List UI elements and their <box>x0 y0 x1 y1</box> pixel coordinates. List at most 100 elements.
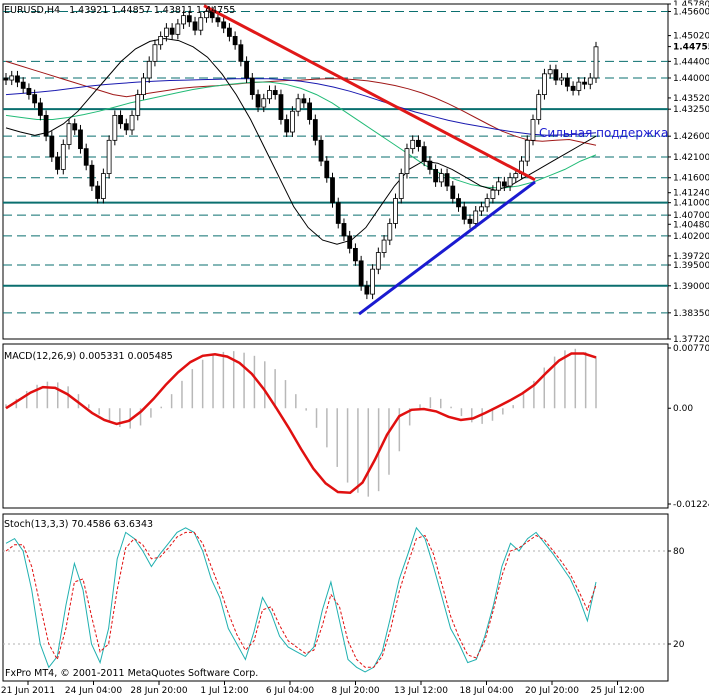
time-tick-8: 20 Jul 20:00 <box>525 686 579 696</box>
time-tick-7: 18 Jul 04:00 <box>460 686 514 696</box>
price-tick-6: 1.43520 <box>673 94 709 104</box>
price-tick-2: 1.45020 <box>673 32 709 42</box>
candle-39 <box>226 23 232 42</box>
candle-42 <box>244 56 249 83</box>
candle-1 <box>9 70 15 86</box>
candle-54 <box>312 114 318 146</box>
candle-97 <box>559 72 565 86</box>
candle-74 <box>427 156 433 175</box>
candle-70 <box>404 143 410 179</box>
candle-46 <box>267 85 272 104</box>
candle-103 <box>593 41 599 83</box>
candle-55 <box>318 135 324 167</box>
time-tick-1: 24 Jun 04:00 <box>65 686 122 696</box>
candle-11 <box>66 118 72 150</box>
candle-5 <box>32 89 38 108</box>
candle-102 <box>587 72 593 90</box>
candle-76 <box>438 168 444 187</box>
price-tick-16: 1.39720 <box>673 252 709 262</box>
candle-58 <box>335 197 341 229</box>
price-tick-bg-7 <box>670 103 708 116</box>
candle-49 <box>284 114 290 138</box>
candle-57 <box>330 172 335 208</box>
candle-41 <box>238 39 244 67</box>
candle-64 <box>370 264 376 300</box>
candle-45 <box>261 93 267 113</box>
price-tick-8: 1.42600 <box>673 132 709 142</box>
candle-10 <box>60 139 66 175</box>
price-tick-bg-8 <box>670 130 708 143</box>
candle-86 <box>496 176 502 196</box>
candle-28 <box>163 23 169 42</box>
candle-68 <box>393 193 398 229</box>
macd-tick-0: 0.00770 <box>673 344 709 354</box>
candle-73 <box>421 141 427 167</box>
candle-30 <box>175 18 181 40</box>
price-tick-bg-15 <box>670 229 708 242</box>
copyright-text: FxPro MT4, © 2001-2011 MetaQuotes Softwa… <box>5 668 258 679</box>
price-tick-bg-17 <box>670 259 708 272</box>
candle-71 <box>410 135 416 154</box>
stoch-tick-1: 20 <box>673 640 685 650</box>
candle-24 <box>141 72 146 100</box>
macd-pane-frame <box>2 343 669 509</box>
candle-9 <box>55 151 60 175</box>
candle-43 <box>249 72 255 100</box>
candle-47 <box>272 85 278 100</box>
price-tick-4: 1.44400 <box>673 57 709 67</box>
candle-83 <box>479 201 484 216</box>
price-tick-bg-9 <box>670 150 708 163</box>
candle-13 <box>78 124 83 154</box>
candle-0 <box>3 72 9 86</box>
candle-67 <box>387 218 393 246</box>
candle-77 <box>444 168 450 192</box>
candle-65 <box>375 247 381 275</box>
candle-93 <box>536 89 542 125</box>
price-tick-bg-10 <box>670 171 708 184</box>
candle-35 <box>204 6 209 23</box>
price-tick-5: 1.44000 <box>673 74 709 84</box>
candle-34 <box>198 12 204 36</box>
price-tick-14: 1.40480 <box>673 220 709 230</box>
stoch-tick-0: 80 <box>673 547 685 557</box>
price-tick-3: 1.44755 <box>673 43 709 53</box>
candle-66 <box>381 235 387 258</box>
candle-61 <box>353 243 358 266</box>
candle-98 <box>564 72 570 92</box>
candle-51 <box>295 93 301 117</box>
candle-88 <box>507 172 513 192</box>
price-tick-bg-12 <box>670 196 708 209</box>
price-tick-12: 1.41000 <box>673 199 709 209</box>
candle-22 <box>129 110 135 135</box>
time-tick-6: 13 Jul 12:00 <box>394 686 448 696</box>
candle-52 <box>301 93 307 108</box>
ma-red-line <box>5 60 597 146</box>
candle-79 <box>456 193 461 212</box>
price-tick-7: 1.43250 <box>673 105 709 115</box>
candle-84 <box>484 193 490 212</box>
candle-63 <box>364 280 370 300</box>
candle-40 <box>232 31 238 50</box>
macd-tick-2: -0.01224 <box>673 500 709 510</box>
candle-91 <box>524 135 530 167</box>
candle-32 <box>186 10 192 27</box>
support-annotation: Сильная поддержка <box>539 126 668 140</box>
time-tick-5: 8 Jul 20:00 <box>331 686 380 696</box>
candle-85 <box>490 185 496 204</box>
candle-101 <box>582 77 587 90</box>
price-tick-bg-1 <box>670 5 708 18</box>
candle-48 <box>278 89 284 125</box>
time-tick-2: 28 Jun 20:00 <box>130 686 187 696</box>
candle-17 <box>100 168 106 204</box>
price-tick-bg-18 <box>670 279 708 292</box>
price-tick-15: 1.40200 <box>673 232 709 242</box>
stoch-pane-frame <box>2 513 669 682</box>
price-tick-19: 1.38350 <box>673 309 709 319</box>
candle-29 <box>169 23 175 40</box>
candle-99 <box>570 81 576 96</box>
time-tick-9: 25 Jul 12:00 <box>591 686 645 696</box>
macd-header: MACD(12,26,9) 0.005331 0.005485 <box>4 351 173 362</box>
candle-16 <box>95 181 101 204</box>
